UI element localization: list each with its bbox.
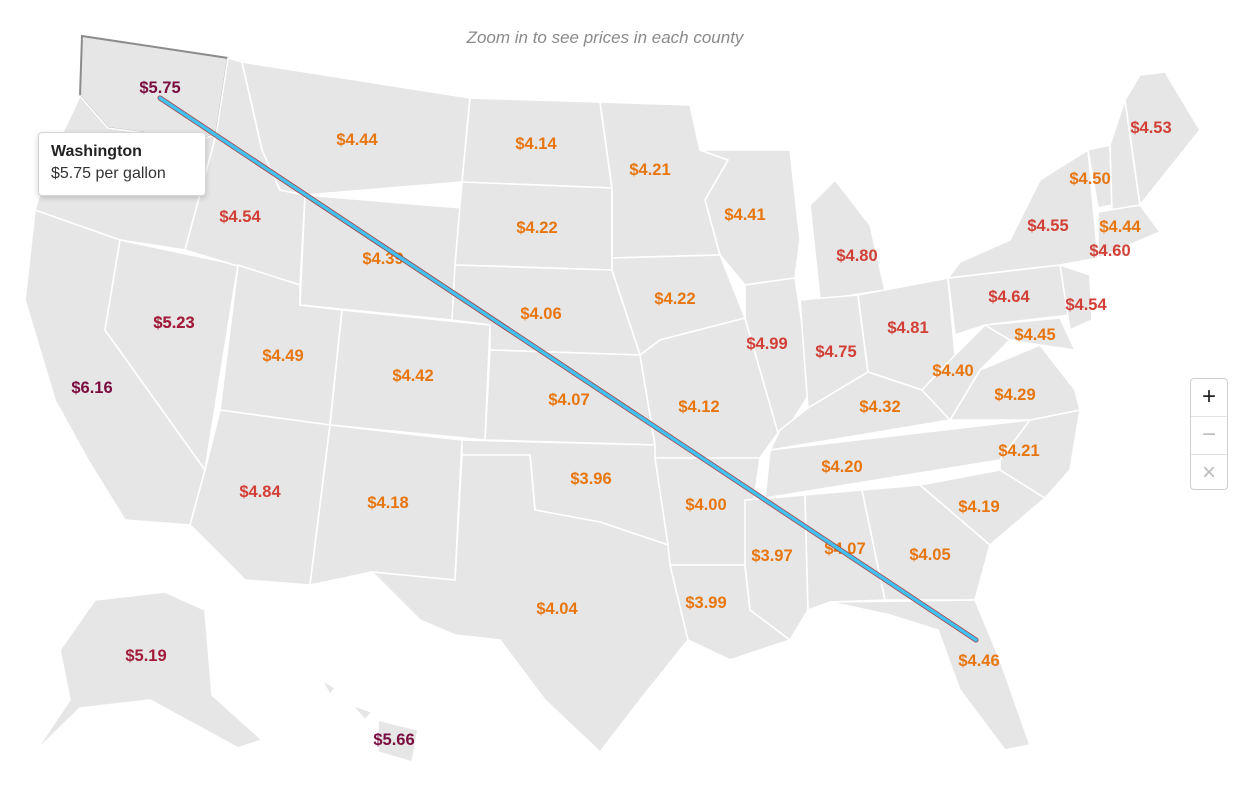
price-label-montana: $4.44 [336, 131, 378, 149]
price-label-utah: $4.49 [262, 347, 303, 365]
state-maine[interactable] [1124, 71, 1201, 207]
state-hawaii[interactable] [319, 677, 419, 764]
price-label-illinois: $4.99 [746, 335, 787, 353]
price-label-minnesota: $4.21 [629, 161, 670, 179]
price-label-vermont: $4.50 [1069, 170, 1110, 188]
price-label-maine: $4.53 [1130, 119, 1171, 137]
state-shapes [24, 34, 1201, 764]
price-label-new-york: $4.55 [1027, 217, 1068, 235]
price-label-pennsylvania: $4.64 [988, 288, 1030, 306]
price-label-new-jersey: $4.54 [1065, 296, 1107, 314]
price-label-tennessee: $4.20 [821, 458, 862, 476]
price-label-missouri: $4.12 [678, 398, 719, 416]
price-label-kansas: $4.07 [548, 391, 589, 409]
tooltip-price: $5.75 per gallon [51, 165, 166, 182]
price-label-iowa: $4.22 [654, 290, 695, 308]
price-label-mississippi: $3.97 [751, 547, 792, 565]
state-georgia[interactable] [861, 484, 991, 601]
state-price-labels: $5.75$5.23$6.16$5.23$4.54$4.44$4.39$4.49… [71, 79, 1171, 749]
price-label-new-mexico: $4.18 [367, 494, 408, 512]
price-label-idaho: $4.54 [219, 208, 261, 226]
price-label-arkansas: $4.00 [685, 496, 726, 514]
price-label-hawaii: $5.66 [373, 731, 414, 749]
state-massachusetts[interactable] [1097, 204, 1162, 260]
price-label-texas: $4.04 [536, 600, 578, 618]
price-label-maryland: $4.45 [1014, 326, 1055, 344]
price-label-north-carolina: $4.21 [998, 442, 1039, 460]
price-label-arizona: $4.84 [239, 483, 281, 501]
map-caption: Zoom in to see prices in each county [466, 28, 744, 47]
price-label-colorado: $4.42 [392, 367, 433, 385]
state-alaska[interactable] [34, 591, 264, 753]
state-new-york[interactable] [946, 148, 1099, 280]
reset-zoom-button[interactable]: × [1201, 459, 1216, 486]
price-label-north-dakota: $4.14 [515, 135, 557, 153]
state-new-jersey[interactable] [1059, 263, 1093, 332]
tooltip-state-name: Washington [51, 143, 142, 160]
price-label-massachusetts: $4.60 [1089, 242, 1130, 260]
price-label-south-dakota: $4.22 [516, 219, 557, 237]
price-label-oklahoma: $3.96 [570, 470, 611, 488]
price-label-michigan: $4.80 [836, 247, 877, 265]
state-minnesota[interactable] [599, 101, 730, 259]
state-missouri[interactable] [639, 317, 781, 459]
price-label-kentucky: $4.32 [859, 398, 900, 416]
price-label-indiana: $4.75 [815, 343, 856, 361]
price-label-louisiana: $3.99 [685, 594, 726, 612]
price-label-florida: $4.46 [958, 652, 999, 670]
zoom-in-button[interactable]: + [1191, 379, 1227, 417]
state-florida[interactable] [829, 599, 1032, 751]
price-label-california: $6.16 [71, 379, 112, 397]
price-label-washington: $5.75 [139, 79, 180, 97]
drawn-line-segment[interactable] [158, 96, 978, 642]
price-label-alaska: $5.19 [125, 647, 166, 665]
price-label-west-virginia: $4.40 [932, 362, 973, 380]
price-label-nevada: $5.23 [153, 314, 194, 332]
price-label-wisconsin: $4.41 [724, 206, 765, 224]
drawn-line [157, 95, 979, 643]
zoom-controls: + − × [1190, 378, 1228, 490]
state-tooltip: Washington $5.75 per gallon [38, 132, 206, 196]
price-label-virginia: $4.29 [994, 386, 1035, 404]
price-label-new-hampshire: $4.44 [1099, 218, 1141, 236]
state-maryland[interactable] [982, 317, 1077, 352]
zoom-out-button[interactable]: − [1191, 417, 1227, 455]
price-label-south-carolina: $4.19 [958, 498, 999, 516]
price-label-ohio: $4.81 [887, 319, 928, 337]
price-label-nebraska: $4.06 [520, 305, 561, 323]
price-label-oregon: $5.23 [153, 314, 194, 332]
state-michigan[interactable] [809, 178, 886, 301]
price-label-wyoming: $4.39 [362, 250, 403, 268]
state-illinois[interactable] [744, 277, 813, 442]
price-label-georgia: $4.05 [909, 546, 950, 564]
state-texas[interactable] [369, 454, 689, 754]
